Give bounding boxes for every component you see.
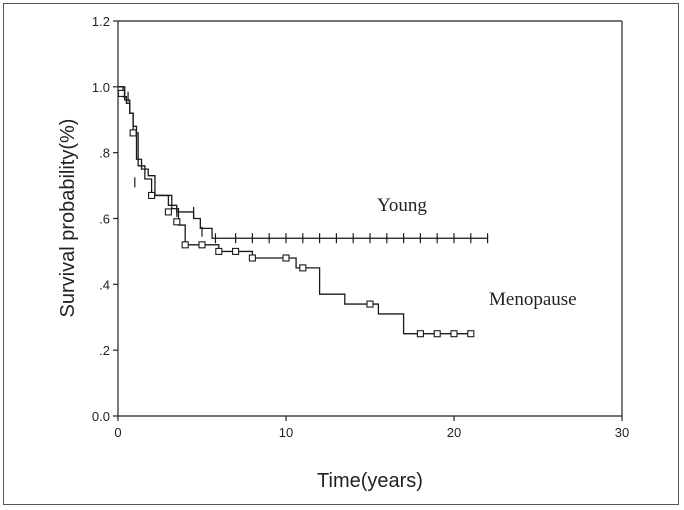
censor-mark-square (467, 330, 475, 338)
survival-curve-menopause (118, 86, 471, 335)
y-tick-label: .8 (99, 146, 110, 161)
series-menopause (117, 86, 475, 338)
x-tick-label: 0 (114, 425, 121, 440)
y-tick-label: .2 (99, 343, 110, 358)
x-tick-label: 30 (615, 425, 629, 440)
censor-mark-square (416, 330, 424, 338)
censor-mark-square (198, 241, 206, 249)
censor-mark-square (248, 254, 256, 262)
censor-mark-square (173, 218, 181, 226)
censor-mark-square (433, 330, 441, 338)
y-tick-label: 0.0 (92, 409, 110, 424)
y-axis-title: Survival probability(%) (57, 119, 79, 318)
x-tick-label: 10 (279, 425, 293, 440)
x-tick-label: 20 (447, 425, 461, 440)
censor-mark-square (148, 191, 156, 200)
ticks: 0 10 20 30 0.0 .2 .4 .6 .8 1.0 1.2 (92, 14, 629, 440)
censor-mark-square (232, 247, 240, 255)
censor-mark-square (181, 241, 189, 249)
series-label-menopause: Menopause (489, 289, 577, 310)
censor-mark-square (129, 129, 137, 137)
y-tick-label: .4 (99, 277, 110, 292)
series-young (118, 86, 489, 244)
censor-mark-square (117, 89, 125, 97)
y-tick-label: 1.2 (92, 14, 110, 29)
censor-mark-square (282, 254, 290, 262)
censor-mark-square (450, 330, 458, 338)
censor-mark-square (299, 264, 307, 272)
censor-mark-square (164, 208, 172, 216)
series-layer (117, 86, 489, 338)
x-axis-title: Time(years) (317, 470, 423, 492)
y-tick-label: .6 (99, 212, 110, 227)
y-tick-label: 1.0 (92, 80, 110, 95)
series-label-young: Young (377, 195, 427, 216)
censor-mark-square (215, 247, 223, 255)
survival-curve-young (118, 86, 488, 239)
censor-mark-square (366, 300, 374, 308)
